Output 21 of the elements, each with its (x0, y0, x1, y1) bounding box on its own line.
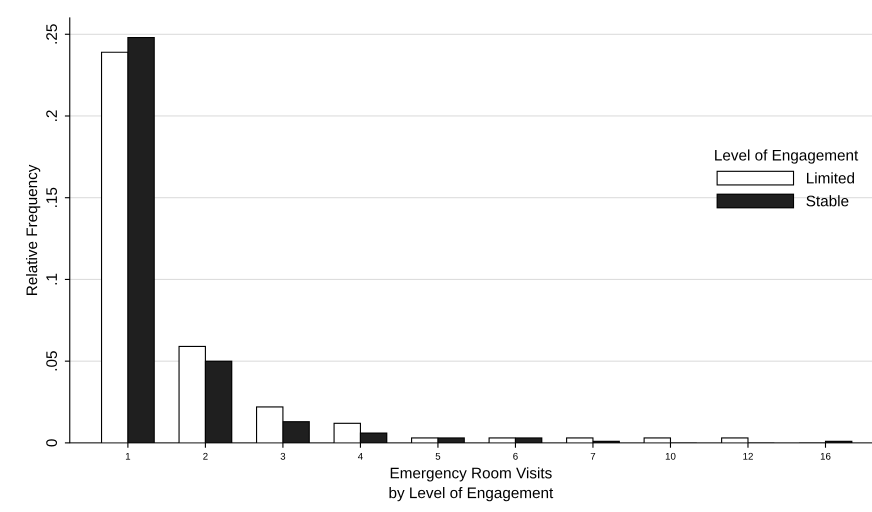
y-tick-label: 0 (46, 439, 58, 447)
y-tick-label: .2 (46, 110, 57, 121)
x-tick-label: 7 (590, 452, 596, 460)
x-tick-label: 4 (358, 452, 363, 460)
x-tick-label: 12 (743, 452, 753, 460)
x-tick-label: 1 (126, 452, 130, 460)
x-tick-label: 3 (280, 452, 286, 460)
x-tick-label: 6 (513, 452, 518, 460)
legend-title: Level of Engagement (715, 149, 858, 164)
x-tick-label: 16 (820, 452, 830, 460)
y-tick-label: .25 (46, 24, 58, 44)
y-tick-label: .1 (46, 274, 57, 284)
x-tick-label: 2 (203, 452, 208, 460)
x-tick-label: 5 (436, 452, 440, 460)
legend-label: Stable (806, 195, 848, 206)
legend-label: Limited (806, 172, 854, 184)
x-axis-title: Emergency Room Visits by Level of Engagement (389, 467, 554, 502)
x-tick-label: 10 (666, 452, 676, 460)
y-tick-label: .15 (46, 188, 58, 207)
y-tick-label: .05 (46, 351, 58, 370)
y-axis-title: Relative Frequency (26, 164, 40, 295)
